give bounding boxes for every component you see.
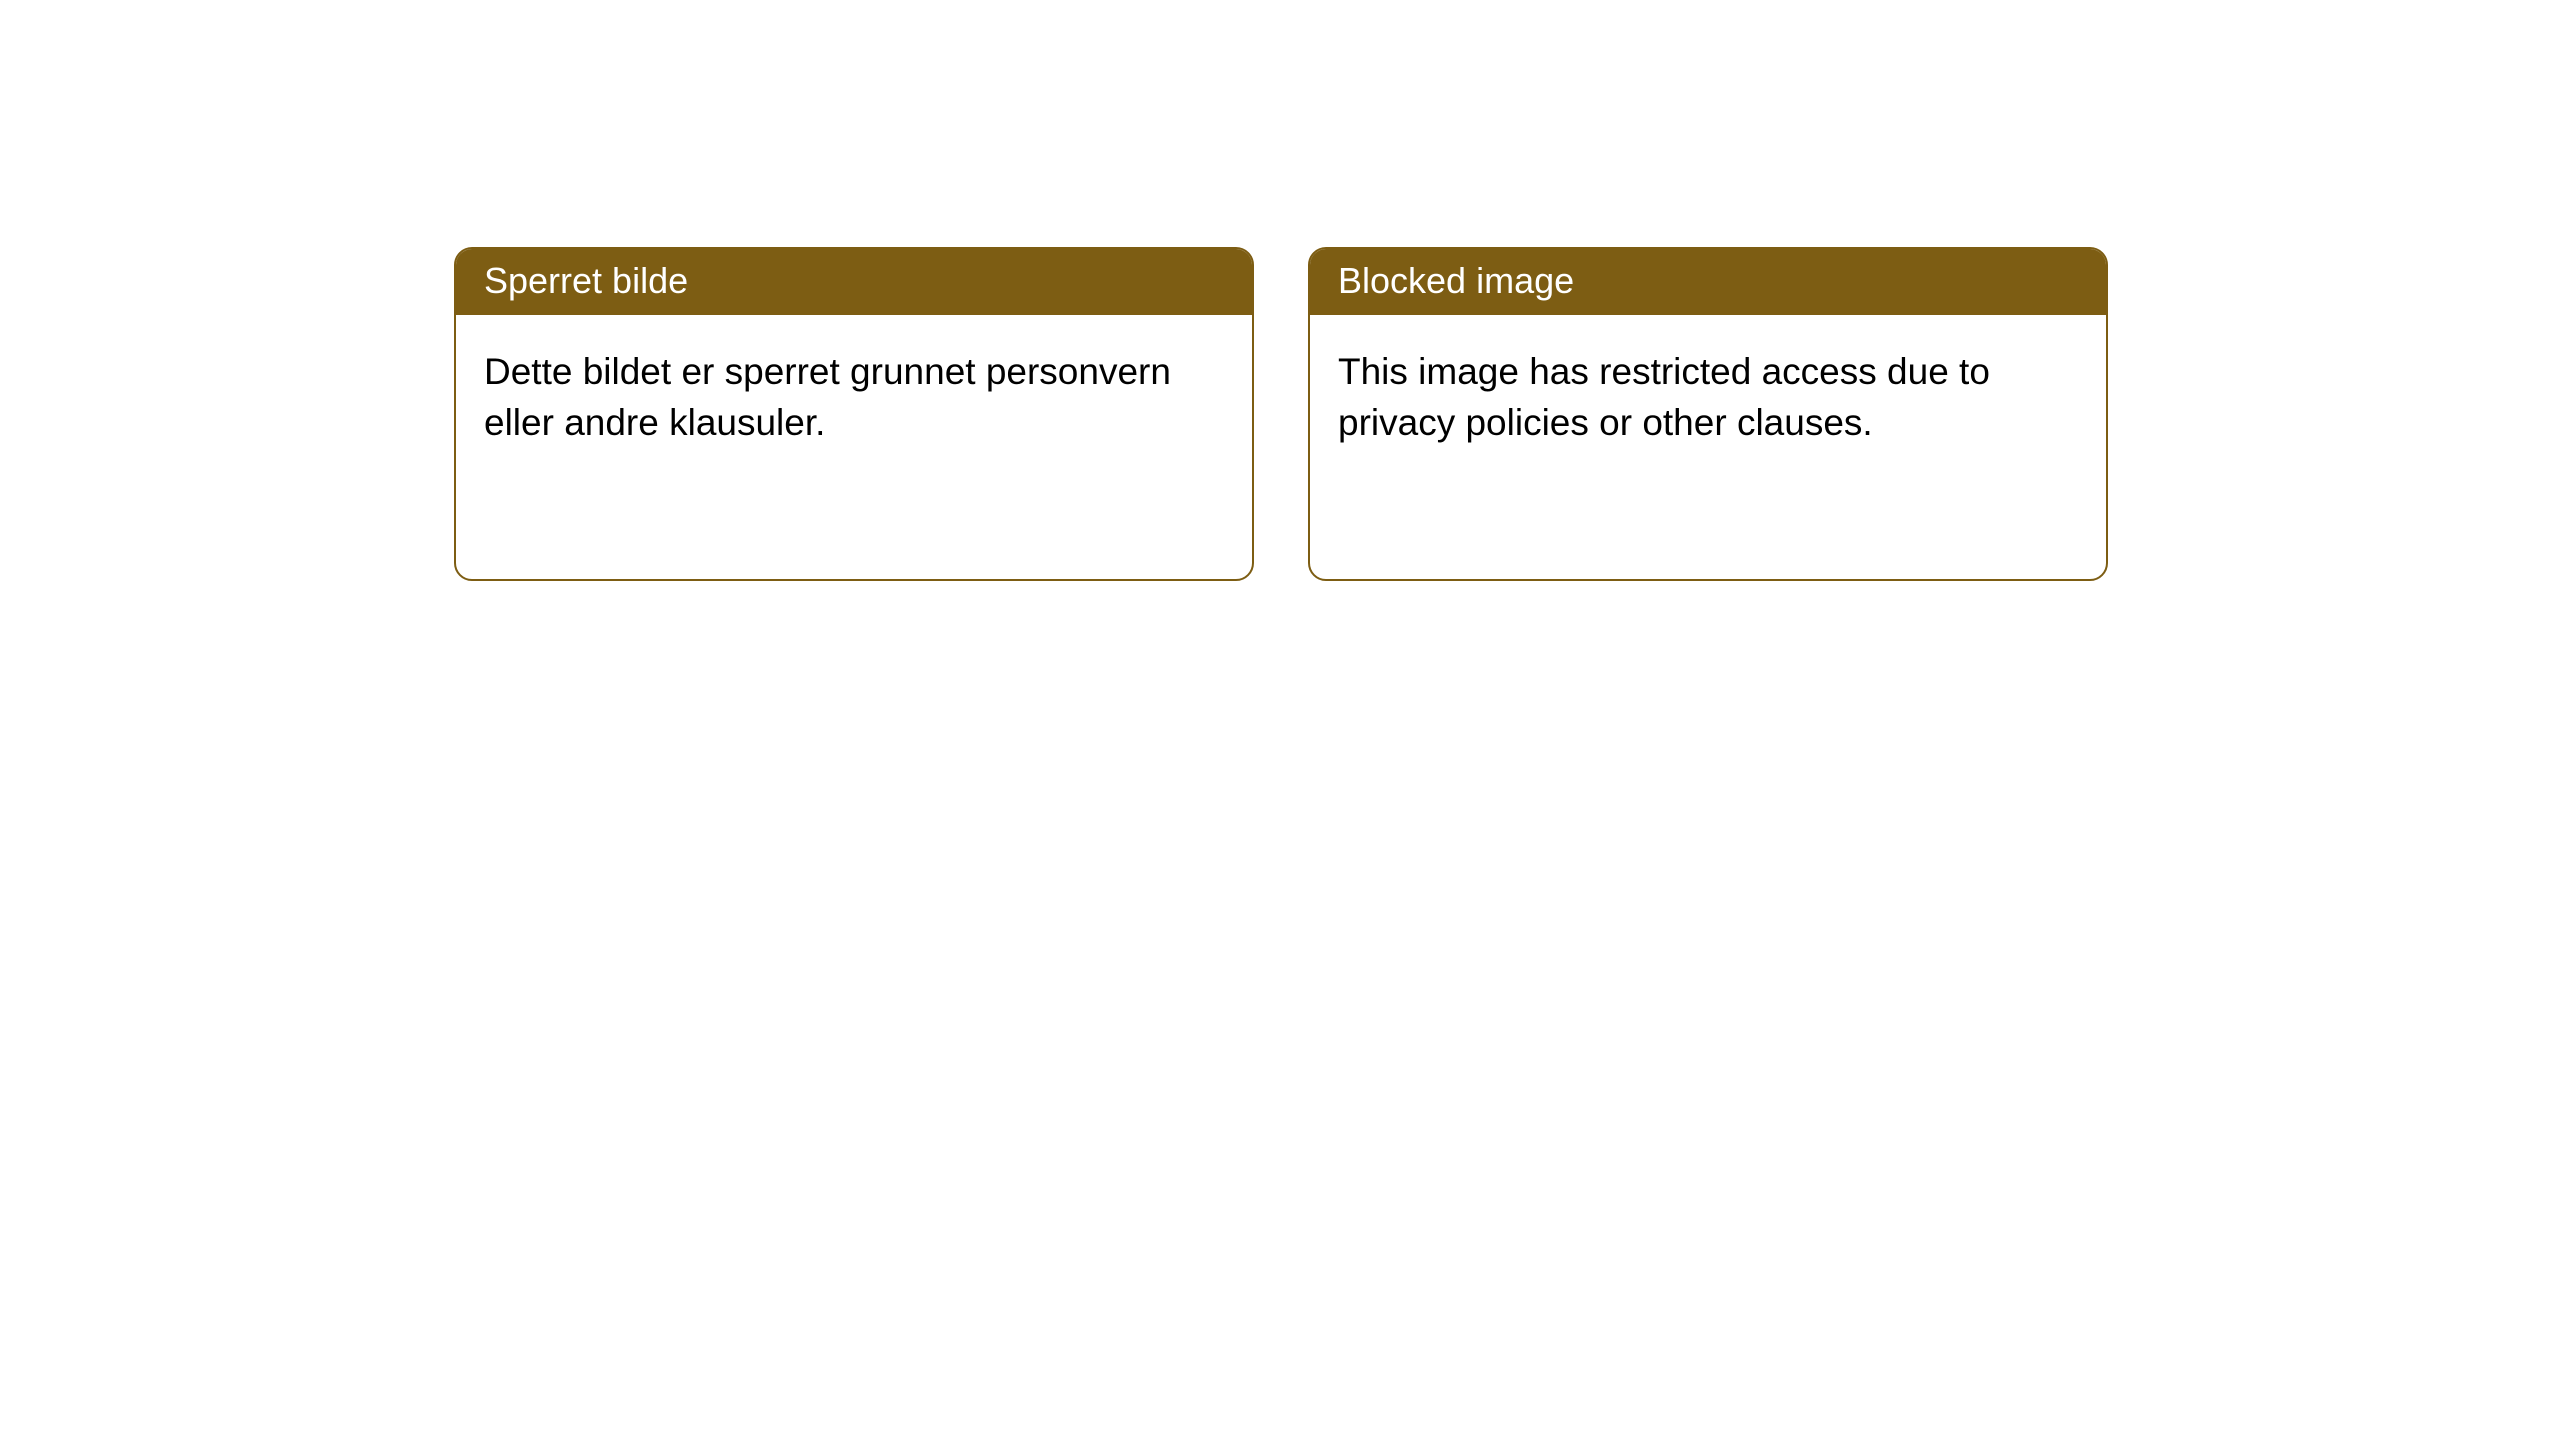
card-body: This image has restricted access due to … bbox=[1310, 315, 2106, 480]
notice-cards-container: Sperret bilde Dette bildet er sperret gr… bbox=[454, 247, 2108, 581]
card-body: Dette bildet er sperret grunnet personve… bbox=[456, 315, 1252, 480]
card-title: Blocked image bbox=[1338, 260, 1574, 301]
notice-card-norwegian: Sperret bilde Dette bildet er sperret gr… bbox=[454, 247, 1254, 581]
card-body-text: This image has restricted access due to … bbox=[1338, 351, 1990, 443]
card-header: Sperret bilde bbox=[456, 249, 1252, 315]
card-header: Blocked image bbox=[1310, 249, 2106, 315]
card-body-text: Dette bildet er sperret grunnet personve… bbox=[484, 351, 1171, 443]
card-title: Sperret bilde bbox=[484, 260, 688, 301]
notice-card-english: Blocked image This image has restricted … bbox=[1308, 247, 2108, 581]
